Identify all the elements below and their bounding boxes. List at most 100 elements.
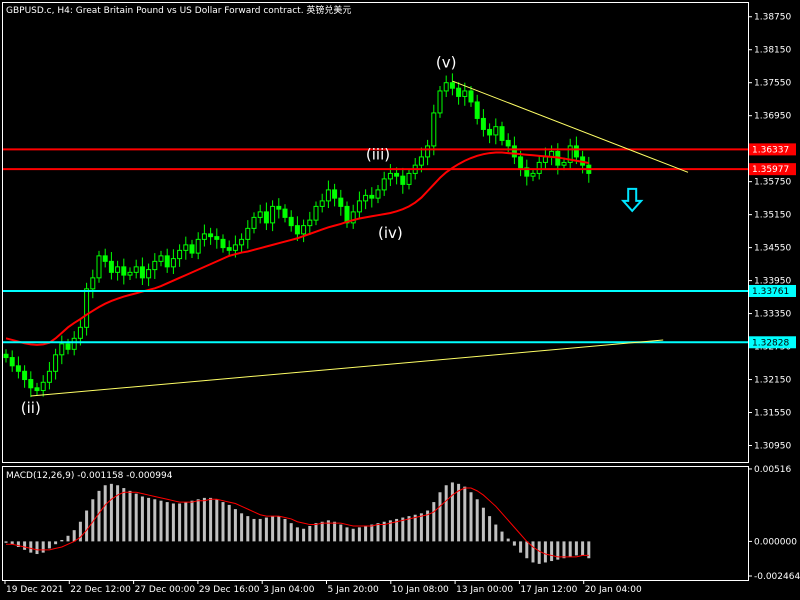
candle-body <box>195 238 201 254</box>
candle-body <box>536 161 542 174</box>
candle-body <box>468 90 474 103</box>
candle-body <box>65 343 71 350</box>
candle-body <box>350 211 356 224</box>
macd-bar <box>395 518 399 542</box>
macd-bar <box>519 541 523 553</box>
candle-body <box>214 236 220 240</box>
candle-body <box>313 205 319 221</box>
wave-label: (ii) <box>21 399 41 417</box>
candle-body <box>561 161 567 166</box>
candle-body <box>425 145 431 158</box>
candle-body <box>406 172 412 185</box>
macd-bar <box>147 497 151 542</box>
candle-body <box>400 175 406 185</box>
macd-bar <box>209 497 213 542</box>
price-tick-label: 1.35150 <box>754 211 791 221</box>
macd-bar <box>215 499 219 542</box>
macd-tick-label: 0.000000 <box>754 537 797 547</box>
macd-bar <box>91 499 95 542</box>
wave-label: (v) <box>436 54 457 72</box>
candle-body <box>245 227 251 240</box>
macd-bar <box>240 513 244 542</box>
macd-bar <box>302 528 306 542</box>
macd-bar <box>233 509 237 542</box>
candle-body <box>220 238 226 249</box>
macd-bar <box>550 541 554 562</box>
macd-bar <box>438 492 442 542</box>
macd-bar <box>376 523 380 542</box>
macd-signal-line <box>6 487 589 558</box>
macd-bar <box>289 523 293 542</box>
resistance-lower-tag <box>749 163 796 176</box>
macd-bar <box>345 527 349 542</box>
candle-body <box>158 255 164 262</box>
candle-body <box>505 139 511 147</box>
candle-body <box>146 269 152 279</box>
candle-body <box>71 337 77 350</box>
candle-body <box>282 208 288 218</box>
macd-bar <box>246 516 250 542</box>
macd-bar <box>488 516 492 542</box>
macd-bar <box>271 516 275 542</box>
macd-bar <box>178 503 182 542</box>
candle-body <box>263 211 269 224</box>
candle-body <box>270 205 276 224</box>
candle-body <box>28 379 34 389</box>
macd-bar <box>277 516 281 542</box>
macd-bar <box>128 490 132 542</box>
macd-bar <box>562 541 566 559</box>
price-tick-label: 1.33950 <box>754 277 791 287</box>
chart-title: GBPUSD.c, H4: Great Britain Pound vs US … <box>6 4 351 16</box>
candle-body <box>462 90 468 97</box>
candle-body <box>294 225 300 235</box>
time-tick-label: 20 Jan 04:00 <box>585 585 642 595</box>
support-lower-tag-label: 1.32828 <box>752 338 789 348</box>
macd-bar <box>283 518 287 542</box>
candle-body <box>84 288 90 328</box>
candle-body <box>449 82 455 89</box>
macd-bar <box>481 507 485 542</box>
macd-bar <box>72 530 76 542</box>
candle-body <box>189 244 195 254</box>
macd-bar <box>531 541 535 563</box>
candle-body <box>90 277 96 290</box>
macd-bar <box>202 497 206 542</box>
candle-body <box>356 200 362 213</box>
candle-body <box>319 200 325 207</box>
price-tick-label: 1.37550 <box>754 79 791 89</box>
macd-bar <box>258 518 262 542</box>
time-tick-label: 17 Jan 12:00 <box>520 585 577 595</box>
macd-bar <box>494 524 498 542</box>
trendline <box>452 80 689 173</box>
candle-body <box>133 266 139 273</box>
macd-bar <box>419 513 423 542</box>
candle-body <box>542 156 548 163</box>
macd-bar <box>326 520 330 542</box>
macd-bar <box>103 485 107 542</box>
macd-bar <box>581 541 585 556</box>
price-tick-label: 1.31550 <box>754 409 791 419</box>
candle-body <box>301 225 307 235</box>
macd-bar <box>41 541 45 553</box>
candle-body <box>108 260 114 273</box>
macd-bar <box>227 504 231 542</box>
macd-header: MACD(12,26,9) -0.001158 -0.000994 <box>6 471 173 481</box>
candle-body <box>46 370 52 383</box>
candle-body <box>127 271 133 276</box>
macd-bar <box>537 541 541 564</box>
level-tags-layer: 1.36337 1.35977 1.33761 1.32828 <box>749 143 796 349</box>
macd-bar <box>23 541 27 550</box>
price-tick-label: 1.34550 <box>754 244 791 254</box>
candle-body <box>239 238 245 246</box>
macd-bar <box>196 499 200 542</box>
time-tick-label: 5 Jan 20:00 <box>328 585 380 595</box>
candle-body <box>325 189 331 202</box>
candle-body <box>456 87 462 97</box>
macd-bar <box>382 521 386 542</box>
time-tick-label: 19 Dec 2021 <box>6 585 64 595</box>
time-tick-label: 10 Jan 08:00 <box>392 585 449 595</box>
candle-body <box>530 172 536 177</box>
candle-body <box>152 260 158 271</box>
